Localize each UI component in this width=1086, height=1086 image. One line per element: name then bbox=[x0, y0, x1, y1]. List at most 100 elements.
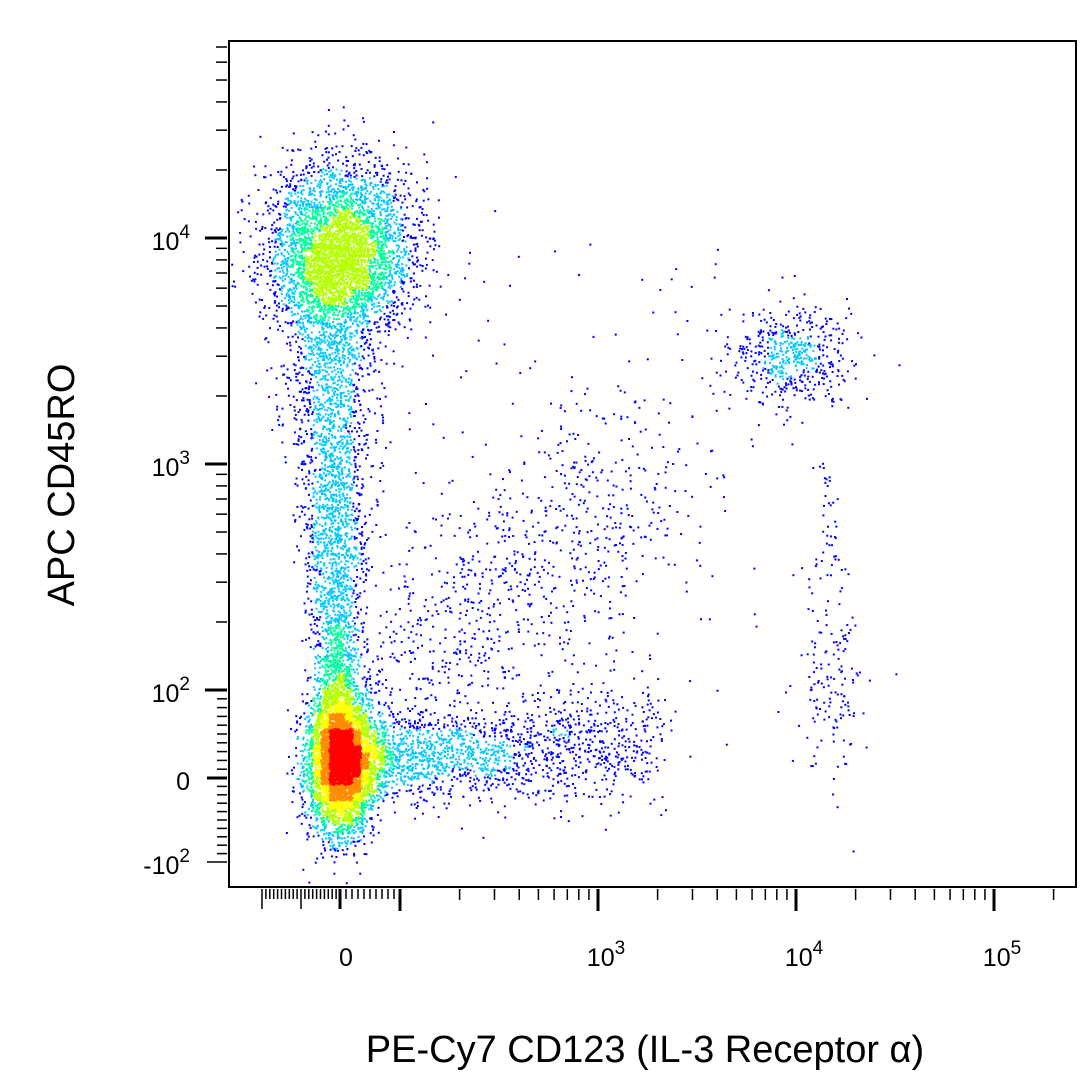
event-dot bbox=[295, 715, 298, 718]
event-dot bbox=[319, 805, 322, 808]
event-dot bbox=[316, 857, 319, 860]
event-dot bbox=[335, 782, 338, 785]
event-dot bbox=[372, 828, 374, 831]
event-dot bbox=[322, 814, 325, 817]
event-dot bbox=[315, 734, 318, 737]
event-dot bbox=[372, 772, 375, 775]
event-dot bbox=[376, 732, 379, 735]
event-dot bbox=[300, 715, 302, 718]
event-dot bbox=[346, 720, 349, 722]
event-dot bbox=[319, 722, 322, 725]
event-dot bbox=[310, 802, 313, 805]
event-dot bbox=[369, 778, 372, 781]
event-dot bbox=[315, 819, 318, 822]
event-dot bbox=[334, 790, 337, 793]
event-dot bbox=[305, 729, 308, 732]
event-dot bbox=[313, 745, 316, 748]
event-dot bbox=[333, 781, 336, 784]
event-dot bbox=[356, 795, 359, 798]
event-dot bbox=[320, 768, 323, 771]
event-dot bbox=[318, 811, 320, 814]
event-dot bbox=[374, 769, 377, 772]
event-dot bbox=[383, 772, 386, 775]
event-dot bbox=[299, 717, 301, 719]
event-dot bbox=[346, 817, 349, 819]
event-dot bbox=[306, 813, 309, 816]
event-dot bbox=[331, 713, 334, 716]
event-dot bbox=[363, 779, 366, 782]
event-dot bbox=[307, 729, 310, 731]
event-dot bbox=[391, 701, 393, 704]
event-dot bbox=[360, 727, 363, 730]
event-dot bbox=[322, 767, 325, 769]
event-dot bbox=[313, 713, 315, 716]
event-dot bbox=[297, 735, 300, 738]
event-dot bbox=[333, 872, 336, 875]
event-dot bbox=[301, 779, 304, 782]
event-dot bbox=[300, 771, 303, 774]
event-dot bbox=[323, 823, 326, 826]
event-dot bbox=[334, 778, 337, 781]
event-dot bbox=[350, 766, 353, 769]
event-dot bbox=[371, 799, 374, 802]
event-dot bbox=[383, 757, 386, 760]
event-dot bbox=[339, 754, 342, 757]
event-dot bbox=[300, 822, 303, 825]
event-dot bbox=[362, 790, 365, 793]
event-dot bbox=[357, 817, 360, 820]
event-dot bbox=[317, 691, 320, 694]
event-dot bbox=[321, 726, 324, 729]
event-dot bbox=[341, 800, 344, 803]
event-dot bbox=[349, 823, 352, 826]
event-dot bbox=[313, 732, 315, 735]
event-dot bbox=[327, 834, 330, 837]
event-dot bbox=[339, 792, 342, 795]
event-dot bbox=[369, 677, 371, 680]
event-dot bbox=[363, 794, 366, 797]
event-dot bbox=[338, 711, 341, 714]
event-dot bbox=[298, 814, 301, 817]
event-dot bbox=[358, 739, 360, 742]
event-dot bbox=[361, 736, 363, 739]
event-dot bbox=[368, 808, 371, 811]
event-dot bbox=[373, 765, 376, 767]
event-dot bbox=[318, 768, 321, 771]
event-dot bbox=[320, 792, 323, 795]
event-dot bbox=[342, 799, 345, 802]
event-dot bbox=[325, 837, 328, 840]
event-dot bbox=[311, 800, 314, 803]
event-dot bbox=[338, 677, 340, 680]
event-dot bbox=[349, 812, 352, 815]
event-dot bbox=[365, 806, 368, 809]
event-dot bbox=[302, 775, 305, 778]
event-dot bbox=[301, 798, 304, 801]
event-dot bbox=[358, 799, 361, 802]
event-dot bbox=[342, 797, 345, 799]
event-dot bbox=[384, 725, 387, 728]
event-dot bbox=[363, 717, 365, 720]
event-dot bbox=[334, 815, 337, 818]
event-dot bbox=[341, 832, 344, 835]
event-dot bbox=[325, 754, 328, 756]
event-dot bbox=[355, 793, 358, 796]
event-dot bbox=[359, 795, 362, 798]
event-dot bbox=[344, 702, 347, 705]
event-dot bbox=[361, 811, 364, 814]
event-dot bbox=[377, 775, 380, 778]
event-dot bbox=[317, 705, 320, 707]
event-dot bbox=[352, 765, 355, 768]
event-dot bbox=[332, 795, 335, 798]
event-dot bbox=[309, 769, 312, 772]
event-dot bbox=[329, 818, 332, 821]
event-dot bbox=[320, 821, 323, 824]
event-dot bbox=[321, 819, 324, 822]
event-dot bbox=[348, 719, 351, 722]
event-dot bbox=[302, 780, 305, 783]
event-dot bbox=[357, 801, 360, 804]
event-dot bbox=[311, 780, 314, 783]
event-dot bbox=[319, 782, 322, 785]
event-dot bbox=[356, 672, 359, 675]
event-dot bbox=[349, 722, 352, 725]
event-dot bbox=[358, 820, 361, 823]
event-dot bbox=[347, 805, 350, 808]
